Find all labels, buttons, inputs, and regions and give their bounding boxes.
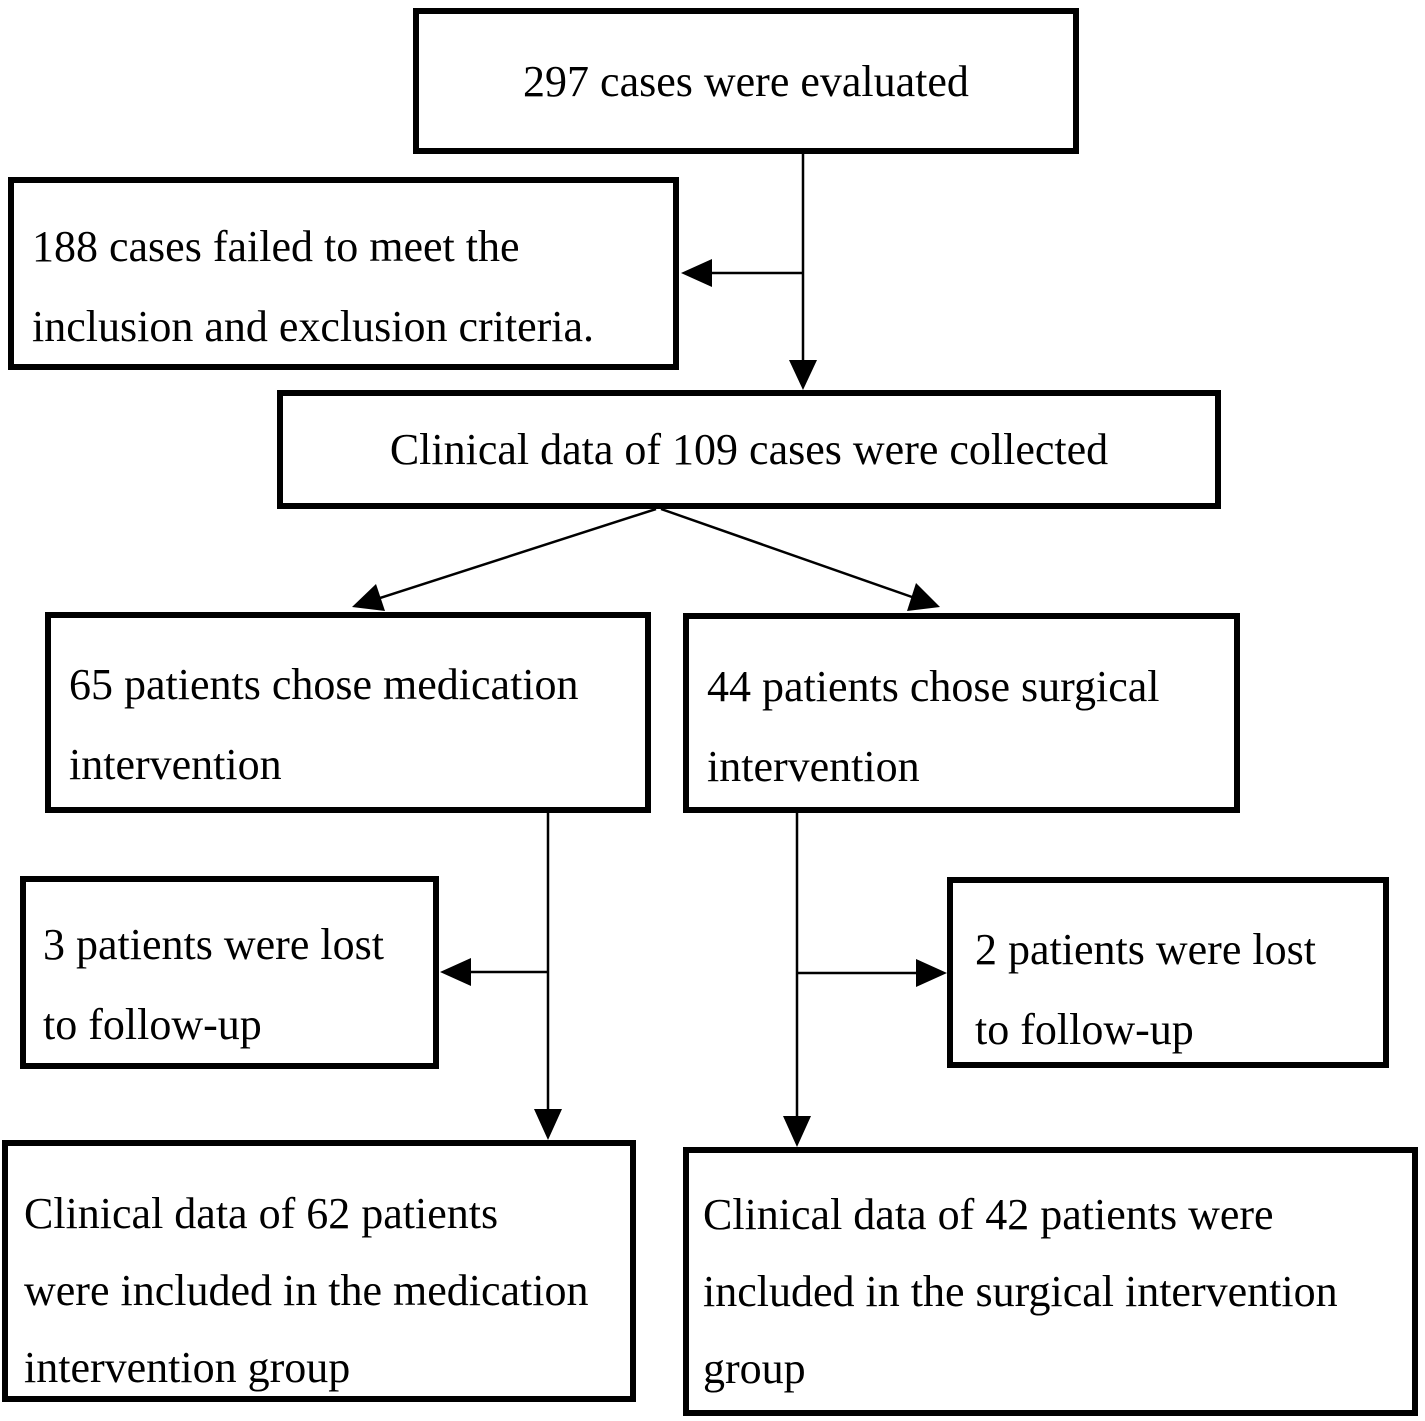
arrow-surgical-to-final [783, 812, 811, 1147]
node-text: 297 cases were evaluated [523, 56, 969, 106]
node-text-line: intervention [69, 740, 282, 789]
node-text-line: inclusion and exclusion criteria. [32, 302, 595, 351]
arrow-branch-to-excluded [681, 259, 803, 287]
node-final-medication-group: Clinical data of 62 patients were includ… [2, 1140, 636, 1402]
node-text-line: Clinical data of 42 patients were [703, 1190, 1274, 1239]
node-lost-followup-surgical: 2 patients were lost to follow-up [947, 877, 1389, 1068]
arrow-branch-to-lost-surgical [797, 959, 947, 987]
node-text-line: were included in the medication [24, 1266, 589, 1315]
node-data-collected: Clinical data of 109 cases were collecte… [277, 390, 1221, 509]
node-text-line: 2 patients were lost [975, 925, 1316, 974]
node-text-line: Clinical data of 62 patients [24, 1189, 499, 1238]
node-text-line: to follow-up [43, 1000, 262, 1049]
arrow-evaluated-to-collected [789, 152, 817, 390]
node-cases-evaluated: 297 cases were evaluated [413, 8, 1079, 154]
node-text-line: 44 patients chose surgical [707, 662, 1160, 711]
arrow-branch-to-lost-medication [440, 958, 548, 986]
node-text: Clinical data of 109 cases were collecte… [389, 425, 1109, 474]
node-surgical-intervention: 44 patients chose surgical intervention [683, 613, 1240, 813]
node-cases-excluded: 188 cases failed to meet the inclusion a… [8, 177, 679, 370]
node-lost-followup-medication: 3 patients were lost to follow-up [20, 876, 439, 1069]
arrow-collected-to-surgical [660, 507, 940, 611]
node-text-line: included in the surgical intervention [703, 1267, 1338, 1316]
node-text-line: group [703, 1344, 806, 1393]
node-medication-intervention: 65 patients chose medication interventio… [45, 612, 651, 813]
node-text-line: intervention [707, 742, 920, 791]
arrow-collected-to-medication [352, 507, 657, 611]
node-text-line: to follow-up [975, 1005, 1194, 1054]
node-text-line: 3 patients were lost [43, 920, 384, 969]
arrow-medication-to-final [534, 812, 562, 1140]
node-text-line: 65 patients chose medication [69, 660, 579, 709]
node-text-line: 188 cases failed to meet the [32, 222, 520, 271]
node-text-line: intervention group [24, 1343, 351, 1392]
node-final-surgical-group: Clinical data of 42 patients were includ… [683, 1147, 1418, 1416]
